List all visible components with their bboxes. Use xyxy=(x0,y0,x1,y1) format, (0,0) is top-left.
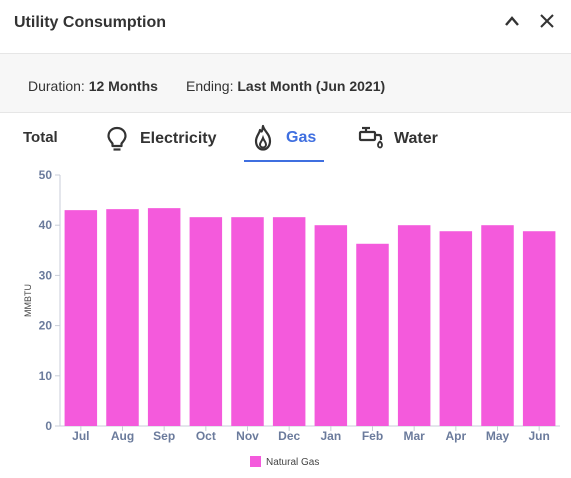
bar-dec xyxy=(272,217,306,426)
duration-value: 12 Months xyxy=(88,78,158,94)
x-tick-label: Feb xyxy=(362,429,383,443)
legend-swatch xyxy=(250,456,261,467)
close-icon xyxy=(540,14,554,28)
y-tick-label: 40 xyxy=(39,218,53,232)
y-axis-label: MMBTU xyxy=(23,284,33,317)
ending-label: Ending: xyxy=(186,78,234,94)
filter-bar: Duration: 12 Months Ending: Last Month (… xyxy=(0,53,571,113)
x-tick-label: Sep xyxy=(153,429,175,443)
ending-value: Last Month (Jun 2021) xyxy=(237,78,386,94)
bar-jun xyxy=(522,231,556,426)
x-tick-label: Aug xyxy=(111,429,134,443)
gas-consumption-chart: 0 10 20 30 40 50 MMBTU Jul Aug Sep Oct Nov Dec Jan Feb… xyxy=(23,168,560,468)
flame-icon xyxy=(250,124,276,152)
x-tick-label: Dec xyxy=(278,429,300,443)
y-tick-label: 20 xyxy=(39,319,53,333)
collapse-button[interactable] xyxy=(499,8,525,34)
duration-filter[interactable]: Duration: 12 Months xyxy=(28,78,158,94)
tab-gas[interactable]: Gas xyxy=(244,116,324,162)
bar-aug xyxy=(106,209,139,426)
close-button[interactable] xyxy=(534,8,560,34)
tab-water[interactable]: Water xyxy=(358,116,438,162)
tab-label: Total xyxy=(23,128,58,146)
x-tick-label: Apr xyxy=(445,429,466,443)
faucet-icon xyxy=(358,125,384,153)
bar-jan xyxy=(314,225,348,426)
x-tick-label: Oct xyxy=(196,429,216,443)
bar-may xyxy=(481,225,514,426)
tab-total[interactable]: Total xyxy=(23,114,58,160)
ending-filter[interactable]: Ending: Last Month (Jun 2021) xyxy=(186,78,385,94)
chevron-up-icon xyxy=(505,16,519,26)
x-tick-label: Jan xyxy=(320,429,341,443)
y-tick-label: 0 xyxy=(45,419,52,433)
bar-sep xyxy=(147,208,181,426)
bar-feb xyxy=(356,243,389,426)
x-tick-label: Jul xyxy=(72,429,89,443)
bar-apr xyxy=(439,231,473,426)
y-tick-label: 10 xyxy=(39,369,53,383)
tab-electricity[interactable]: Electricity xyxy=(104,116,216,162)
tab-label: Gas xyxy=(286,129,317,146)
y-tick-label: 30 xyxy=(39,268,53,282)
x-tick-label: Nov xyxy=(236,429,259,443)
bar-nov xyxy=(231,217,264,426)
legend-label: Natural Gas xyxy=(266,457,319,468)
tab-label: Electricity xyxy=(140,130,217,147)
bar-mar xyxy=(397,225,431,426)
duration-label: Duration: xyxy=(28,78,85,94)
utility-tabs: Total Electricity Gas xyxy=(0,116,571,166)
tab-label: Water xyxy=(394,130,438,147)
bar-jul xyxy=(64,210,98,426)
lightbulb-icon xyxy=(104,125,130,153)
bar-oct xyxy=(189,217,223,426)
x-tick-label: Mar xyxy=(403,429,425,443)
panel-title: Utility Consumption xyxy=(14,14,166,31)
x-tick-label: May xyxy=(486,429,510,443)
y-tick-label: 50 xyxy=(39,168,53,182)
panel-header: Utility Consumption xyxy=(0,0,571,48)
x-tick-label: Jun xyxy=(528,429,549,443)
